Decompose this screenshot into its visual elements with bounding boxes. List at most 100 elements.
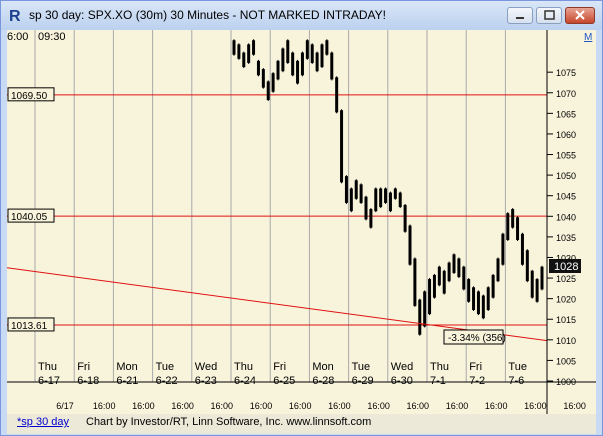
price-bar-body	[418, 299, 422, 335]
day-label: Tue	[352, 361, 371, 373]
header-right: 09:30	[38, 31, 66, 43]
y-tick-label: 1060	[556, 130, 576, 140]
day-label: Wed	[391, 361, 413, 373]
time-label: 16:00	[328, 401, 351, 411]
annotation-box	[443, 329, 504, 345]
price-bar-body	[384, 188, 388, 203]
price-bar-body	[467, 279, 471, 302]
y-tick-label: 1005	[556, 356, 576, 366]
day-label: Thu	[234, 361, 253, 373]
chart-area[interactable]: 1075 1070 1065 1060 1055 1050 1045 1040 1035 1030…	[7, 30, 596, 414]
horizontal-line-box	[7, 87, 55, 102]
minimize-button[interactable]	[507, 7, 533, 24]
horizontal-line-box	[7, 208, 55, 223]
y-tick-label: 1050	[556, 171, 576, 181]
price-bar-body	[364, 196, 368, 220]
trendline[interactable]	[7, 267, 548, 342]
price-bar-body	[511, 209, 515, 228]
close-button[interactable]	[565, 7, 595, 24]
price-bar-body	[520, 233, 524, 265]
price-bar-body	[472, 287, 476, 310]
time-label: 16:00	[563, 401, 586, 411]
time-label: 16:00	[524, 401, 547, 411]
price-bar-body	[296, 60, 300, 84]
price-bar-body	[315, 52, 319, 72]
status-bar: *sp 30 day Chart by Investor/RT, Linn So…	[7, 414, 596, 434]
price-bar-body	[506, 213, 510, 240]
price-bar-body	[403, 204, 407, 232]
header-left: 6:00	[7, 31, 28, 43]
r-icon[interactable]: R	[7, 6, 25, 24]
y-tick-label: 1015	[556, 315, 576, 325]
horizontal-line-label: 1013.61	[11, 321, 48, 332]
status-chart-link[interactable]: *sp 30 day	[17, 416, 69, 428]
date-label: 6-25	[273, 375, 295, 387]
price-bar-body	[256, 60, 260, 76]
price-chart[interactable]: 1075 1070 1065 1060 1055 1050 1045 1040 1035 1030…	[7, 30, 596, 414]
day-label: Wed	[195, 361, 217, 373]
price-bar-body	[286, 40, 290, 63]
price-bar-body	[335, 77, 339, 113]
title-bar[interactable]: R sp 30 day: SPX.XO (30m) 30 Minutes - N…	[1, 1, 602, 30]
day-label: Fri	[469, 361, 482, 373]
y-tick-label: 1010	[556, 336, 576, 346]
price-bar-body	[359, 184, 363, 203]
price-bar-body	[330, 52, 334, 80]
price-bar-body	[516, 217, 520, 240]
time-label: 16:00	[171, 401, 194, 411]
price-bar-body	[232, 40, 236, 55]
y-tick-label: 1045	[556, 192, 576, 202]
close-icon	[575, 10, 585, 20]
price-bar-body	[388, 192, 392, 212]
price-bar-body	[408, 225, 412, 265]
time-label: 16:00	[132, 401, 155, 411]
y-tick-label: 1065	[556, 109, 576, 119]
y-tick-label: 1035	[556, 233, 576, 243]
price-bar-body	[340, 110, 344, 183]
price-bar-body	[271, 73, 275, 92]
time-label: 16:00	[93, 401, 116, 411]
minimize-icon	[516, 17, 524, 19]
price-bar-body	[486, 287, 490, 310]
price-bar-body	[300, 52, 304, 76]
price-bar-body	[442, 270, 446, 294]
price-bar-body	[525, 250, 529, 282]
price-bar-body	[540, 266, 544, 290]
date-label: 6-17	[38, 375, 60, 387]
price-bar-body	[266, 81, 270, 100]
price-bar-body	[349, 188, 353, 212]
time-label: 16:00	[485, 401, 508, 411]
price-bar-body	[354, 180, 358, 199]
y-tick-label: 1055	[556, 151, 576, 161]
date-label: 6-24	[234, 375, 256, 387]
date-label: 6-29	[352, 375, 374, 387]
date-label: 6-18	[77, 375, 99, 387]
price-bar-body	[476, 291, 480, 315]
price-bar-body	[491, 274, 495, 298]
corner-badge[interactable]: M	[584, 32, 592, 43]
horizontal-line-box	[7, 317, 55, 332]
price-bar-body	[252, 40, 256, 55]
date-label: 6-30	[391, 375, 413, 387]
price-bar-body	[242, 52, 246, 68]
date-label: 6-22	[156, 375, 178, 387]
maximize-button[interactable]	[536, 7, 562, 24]
price-badge-text: 1028	[554, 261, 578, 273]
price-bar-body	[457, 258, 461, 278]
price-bar-body	[320, 44, 324, 68]
date-label: 6-23	[195, 375, 217, 387]
time-label: 16:00	[289, 401, 312, 411]
price-bar-body	[501, 233, 505, 265]
price-bar-body	[281, 48, 285, 72]
time-label: 16:00	[407, 401, 430, 411]
y-tick-label: 1070	[556, 89, 576, 99]
day-label: Mon	[116, 361, 137, 373]
day-label: Fri	[77, 361, 90, 373]
price-bar-body	[344, 176, 348, 203]
time-label: 16:00	[367, 401, 390, 411]
price-bar-body	[452, 254, 456, 273]
price-bar-body	[325, 40, 329, 55]
price-bar-body	[530, 270, 534, 298]
price-bar-body	[305, 40, 309, 59]
price-bar-body	[379, 188, 383, 208]
